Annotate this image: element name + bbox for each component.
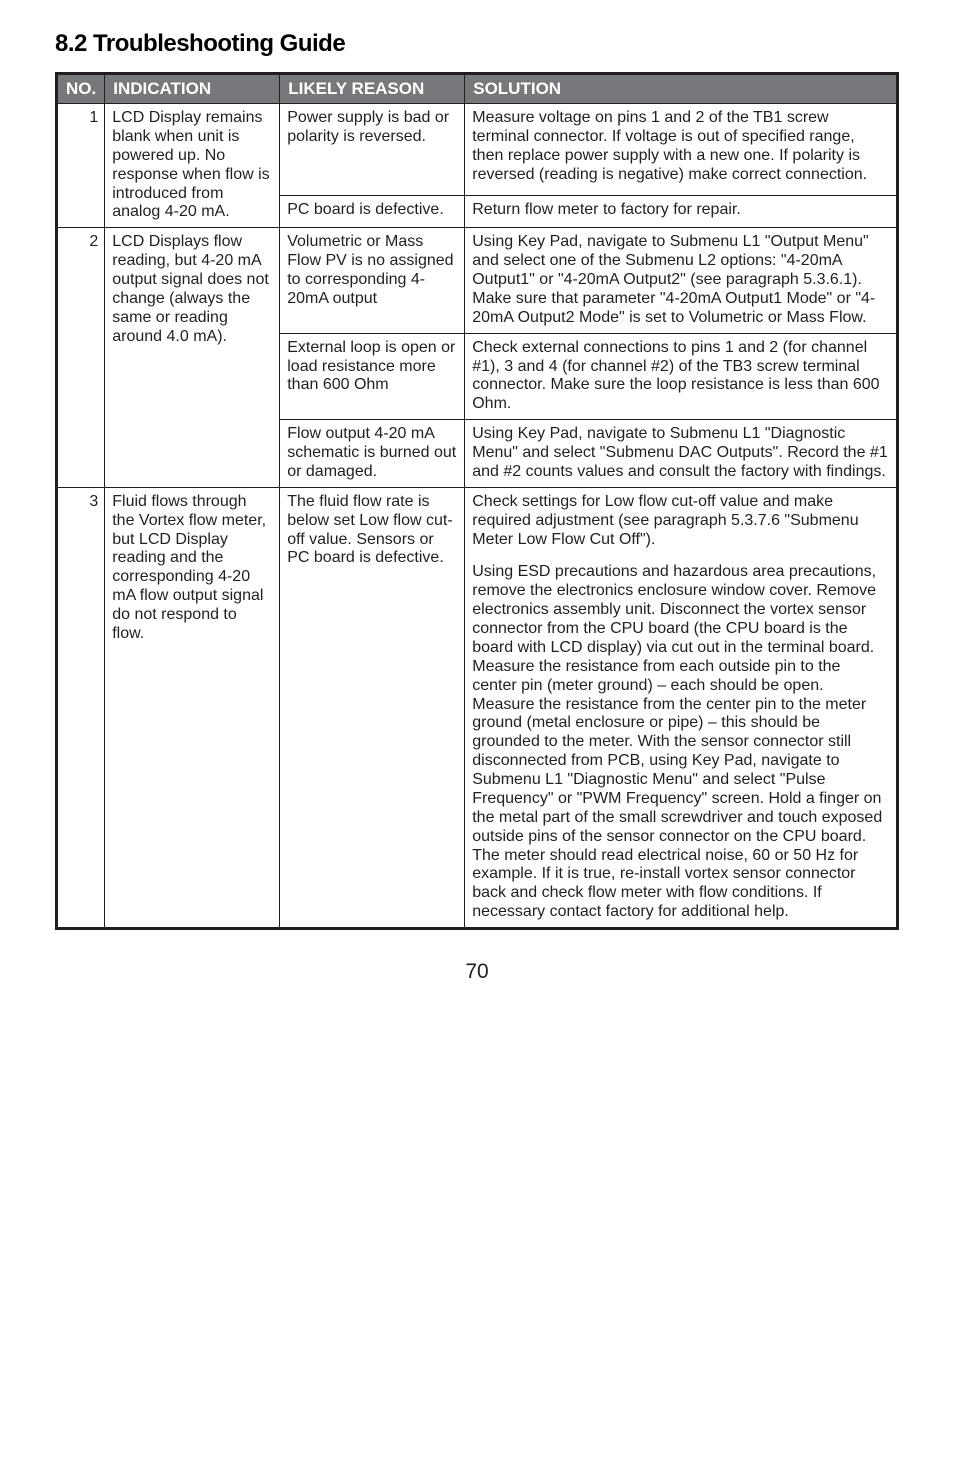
cell-solution: Check settings for Low flow cut-off valu… bbox=[465, 487, 898, 928]
solution-paragraph: Using ESD precautions and hazardous area… bbox=[472, 563, 889, 922]
cell-reason: The fluid flow rate is below set Low flo… bbox=[280, 487, 465, 928]
cell-solution: Using Key Pad, navigate to Submenu L1 "D… bbox=[465, 420, 898, 488]
cell-indication: LCD Displays flow reading, but 4-20 mA o… bbox=[105, 228, 280, 488]
column-header-reason: LIKELY REASON bbox=[280, 74, 465, 104]
table-header-row: NO. INDICATION LIKELY REASON SOLUTION bbox=[57, 74, 898, 104]
cell-indication: LCD Display remains blank when unit is p… bbox=[105, 104, 280, 228]
cell-no: 1 bbox=[57, 104, 105, 228]
cell-reason: PC board is defective. bbox=[280, 196, 465, 228]
cell-indication: Fluid flows through the Vortex flow mete… bbox=[105, 487, 280, 928]
cell-solution: Check external connections to pins 1 and… bbox=[465, 333, 898, 420]
cell-reason: Volumetric or Mass Flow PV is no assigne… bbox=[280, 228, 465, 333]
cell-reason: External loop is open or load resistance… bbox=[280, 333, 465, 420]
table-row: 1 LCD Display remains blank when unit is… bbox=[57, 104, 898, 196]
cell-solution: Using Key Pad, navigate to Submenu L1 "O… bbox=[465, 228, 898, 333]
cell-reason: Flow output 4-20 mA schematic is burned … bbox=[280, 420, 465, 488]
solution-paragraph: Check settings for Low flow cut-off valu… bbox=[472, 493, 889, 550]
troubleshooting-table: NO. INDICATION LIKELY REASON SOLUTION 1 … bbox=[55, 72, 899, 930]
column-header-no: NO. bbox=[57, 74, 105, 104]
table-row: 2 LCD Displays flow reading, but 4-20 mA… bbox=[57, 228, 898, 333]
table-row: 3 Fluid flows through the Vortex flow me… bbox=[57, 487, 898, 928]
column-header-solution: SOLUTION bbox=[465, 74, 898, 104]
cell-reason: Power supply is bad or polarity is rever… bbox=[280, 104, 465, 196]
page-number: 70 bbox=[55, 960, 899, 984]
cell-solution: Measure voltage on pins 1 and 2 of the T… bbox=[465, 104, 898, 196]
section-heading: 8.2 Troubleshooting Guide bbox=[55, 30, 899, 58]
column-header-indication: INDICATION bbox=[105, 74, 280, 104]
cell-no: 2 bbox=[57, 228, 105, 488]
cell-no: 3 bbox=[57, 487, 105, 928]
cell-solution: Return flow meter to factory for repair. bbox=[465, 196, 898, 228]
